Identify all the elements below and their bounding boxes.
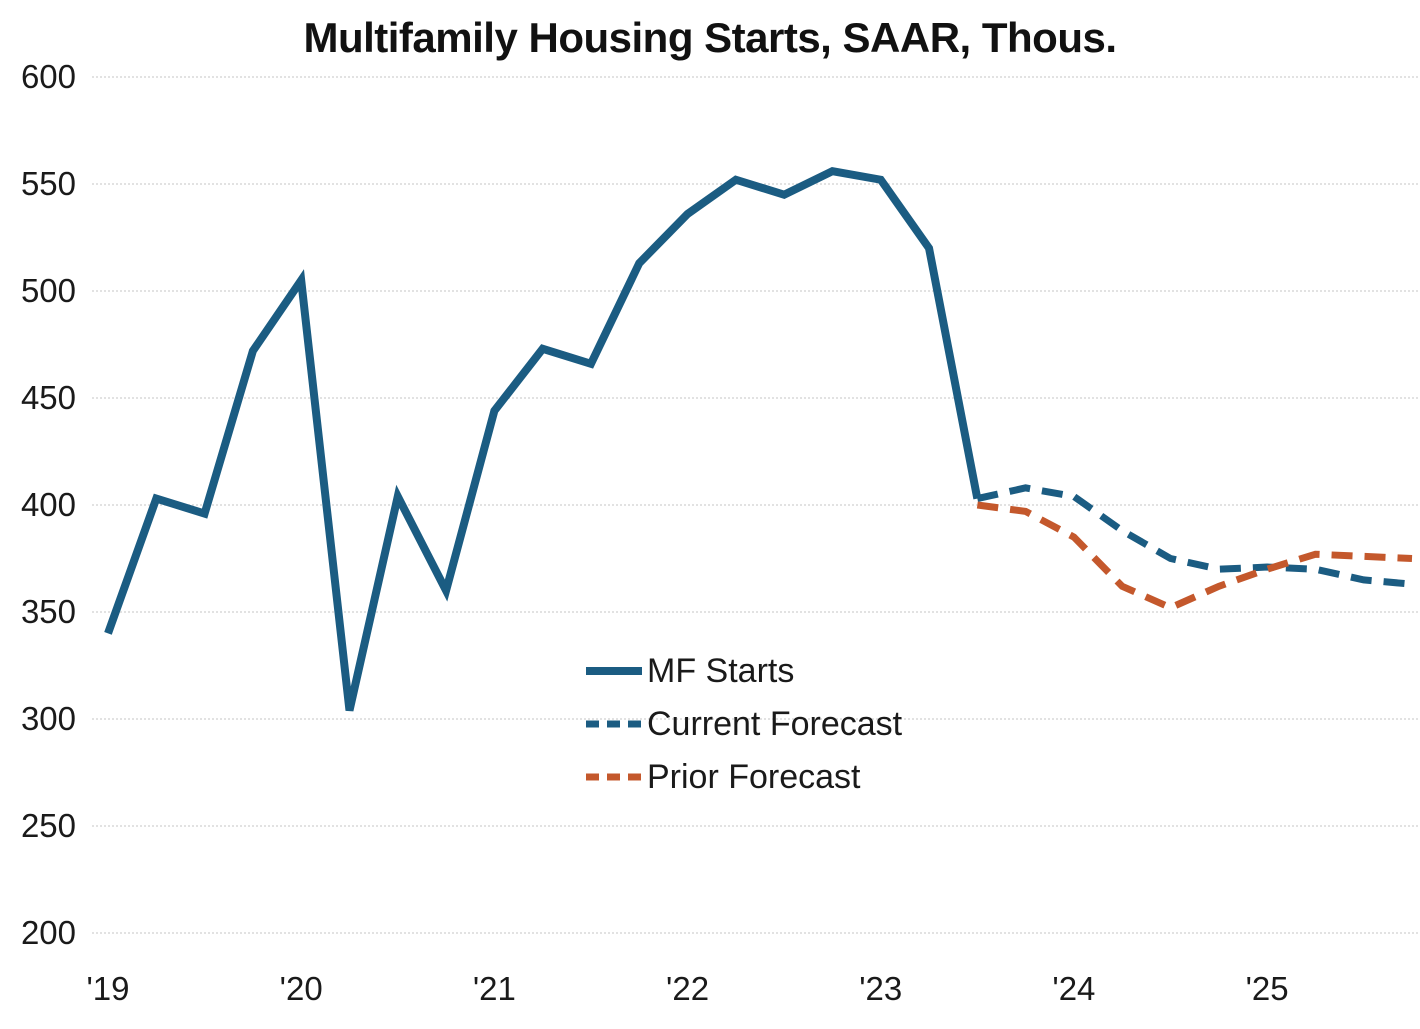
- x-tick-label: '21: [473, 970, 516, 1007]
- mf-starts-line-swatch: [586, 666, 642, 675]
- legend-label-prior-forecast: Prior Forecast: [647, 757, 861, 796]
- legend-item-prior-forecast: Prior Forecast: [585, 750, 902, 803]
- y-tick-label: 600: [21, 58, 76, 95]
- x-tick-label: '24: [1052, 970, 1095, 1007]
- mf-starts-line: [104, 166, 982, 712]
- legend-item-mf-starts: MF Starts: [585, 644, 902, 697]
- current-forecast-line: [976, 484, 1413, 588]
- legend-item-current-forecast: Current Forecast: [585, 697, 902, 750]
- prior-forecast-line-swatch: [586, 773, 642, 780]
- y-tick-label: 250: [21, 807, 76, 844]
- x-tick-label: '19: [86, 970, 129, 1007]
- y-tick-label: 200: [21, 914, 76, 951]
- x-tick-label: '22: [666, 970, 709, 1007]
- chart-title: Multifamily Housing Starts, SAAR, Thous.: [303, 14, 1117, 61]
- legend-label-mf-starts: MF Starts: [647, 651, 795, 690]
- y-tick-label: 500: [21, 272, 76, 309]
- current-forecast-line-swatch: [586, 720, 642, 727]
- x-tick-label: '23: [859, 970, 902, 1007]
- legend-label-current-forecast: Current Forecast: [647, 704, 903, 743]
- prior-forecast-line: [976, 501, 1413, 612]
- y-tick-label: 300: [21, 700, 76, 737]
- y-tick-label: 350: [21, 593, 76, 630]
- y-tick-label: 400: [21, 486, 76, 523]
- x-tick-label: '20: [280, 970, 323, 1007]
- x-tick-label: '25: [1246, 970, 1289, 1007]
- legend: MF Starts Current Forecast Prior Forecas…: [585, 644, 902, 803]
- y-tick-label: 550: [21, 165, 76, 202]
- y-tick-label: 450: [21, 379, 76, 416]
